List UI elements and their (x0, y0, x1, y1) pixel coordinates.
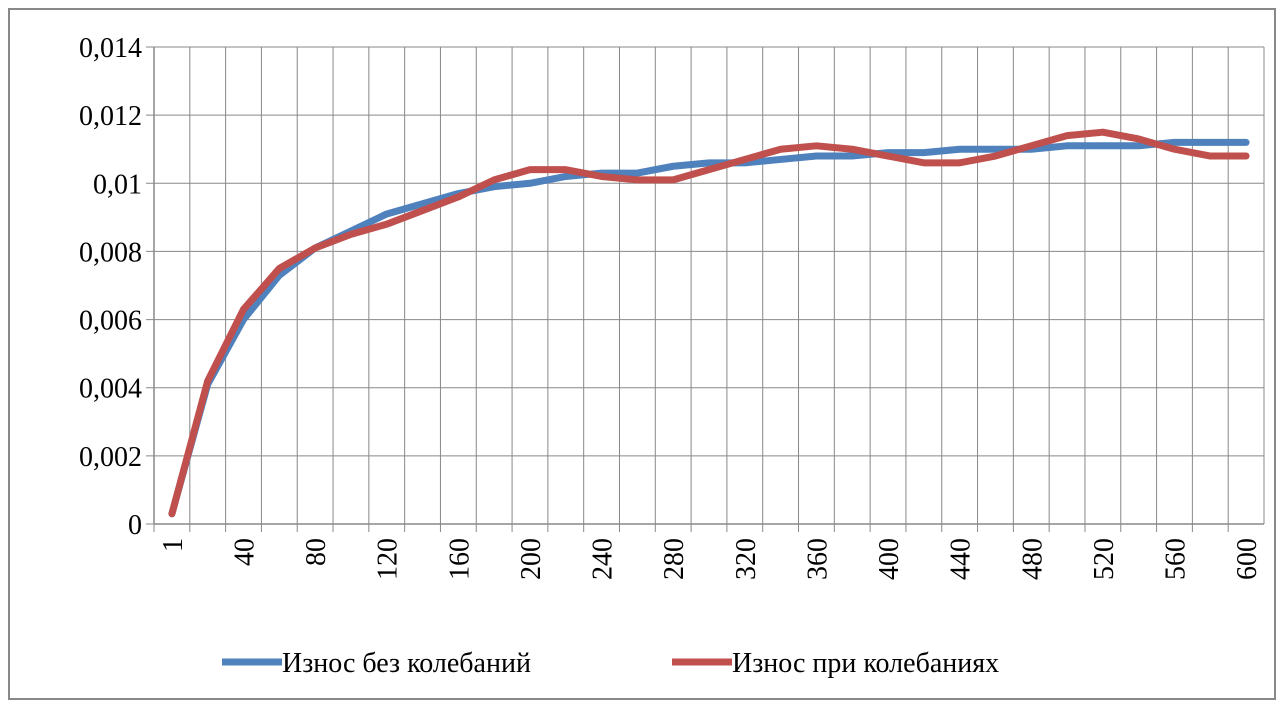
series-line (168, 128, 1250, 518)
y-tick-label: 0,014 (79, 33, 142, 64)
x-tick-label: 480 (1017, 538, 1048, 580)
y-tick-label: 0,006 (79, 306, 142, 337)
y-tick-label: 0 (128, 510, 142, 541)
y-tick-label: 0,012 (79, 101, 142, 132)
x-tick-label: 560 (1160, 538, 1191, 580)
x-tick-label: 200 (516, 538, 547, 580)
x-tick-label: 440 (946, 538, 977, 580)
x-tick-label: 360 (802, 538, 833, 580)
x-tick-label: 320 (731, 538, 762, 580)
y-tick-label: 0,004 (79, 374, 142, 405)
legend-label: Износ при колебаниях (732, 648, 999, 679)
y-tick-label: 0,002 (79, 442, 142, 473)
x-tick-label: 520 (1089, 538, 1120, 580)
x-tick-label: 240 (588, 538, 619, 580)
x-tick-label: 160 (444, 538, 475, 580)
x-tick-label: 120 (373, 538, 404, 580)
x-tick-label: 280 (659, 538, 690, 580)
legend-label: Износ без колебаний (282, 648, 531, 679)
x-tick-label: 600 (1232, 538, 1263, 580)
x-tick-label: 40 (230, 538, 261, 566)
y-tick-label: 0,008 (79, 237, 142, 268)
x-tick-label: 80 (301, 538, 332, 566)
x-tick-label: 1 (158, 538, 189, 552)
y-tick-label: 0,01 (93, 169, 142, 200)
x-tick-label: 400 (874, 538, 905, 580)
